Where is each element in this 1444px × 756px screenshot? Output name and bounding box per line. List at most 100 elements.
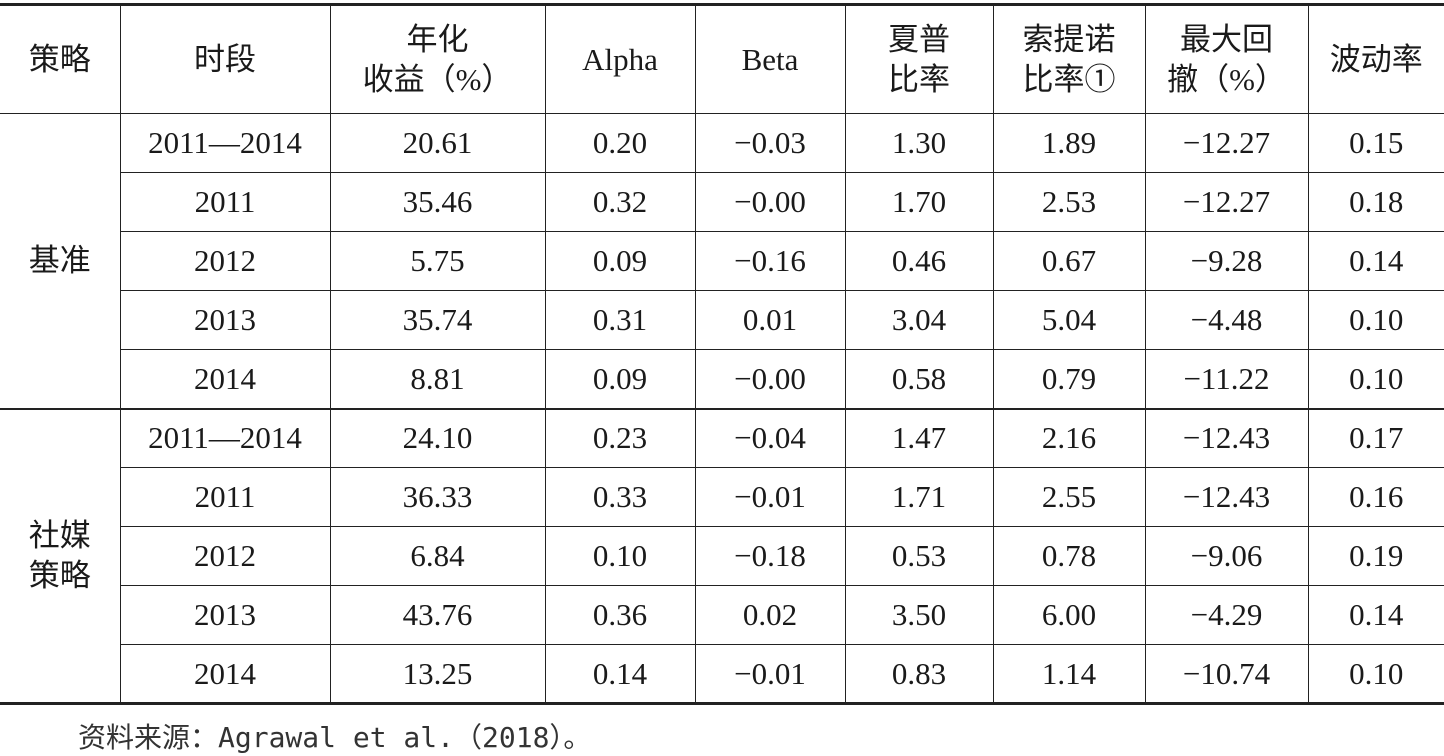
table-cell: −0.01	[694, 644, 846, 704]
table-row: 2013 43.76 0.36 0.02 3.50 6.00 −4.29 0.14	[0, 585, 1444, 645]
table-cell: 0.53	[844, 526, 994, 586]
table-cell: 0.14	[1307, 231, 1444, 291]
table-cell: 0.18	[1307, 172, 1444, 232]
table-cell: 1.70	[844, 172, 994, 232]
table-row: 社媒 策略 2011—2014 24.10 0.23 −0.04 1.47 2.16 −12.…	[0, 408, 1444, 704]
table-row: 2014 8.81 0.09 −0.00 0.58 0.79 −11.22 0.10	[0, 349, 1444, 409]
table-cell: 0.01	[694, 290, 846, 350]
table-cell: −9.28	[1144, 231, 1309, 291]
header-cell: 策略	[0, 4, 121, 114]
table-cell: 6.00	[992, 585, 1146, 645]
table-cell: 0.32	[544, 172, 696, 232]
group-label: 基准	[0, 113, 121, 409]
header-cell: 波动率	[1307, 4, 1444, 114]
table-cell: −0.01	[694, 467, 846, 527]
table-cell: 0.14	[544, 644, 696, 704]
table-cell: 2013	[120, 585, 331, 645]
table-row: 2012 6.84 0.10 −0.18 0.53 0.78 −9.06 0.19	[0, 526, 1444, 586]
table-cell: 20.61	[329, 113, 546, 173]
table-row: 2012 5.75 0.09 −0.16 0.46 0.67 −9.28 0.14	[0, 231, 1444, 291]
table-cell: 1.71	[844, 467, 994, 527]
table-cell: −0.03	[694, 113, 846, 173]
table-cell: −11.22	[1144, 349, 1309, 409]
header-row: 策略 时段 年化 收益（%） Alpha Beta 夏普 比率 索提诺 比率① 最大回 撤（%…	[0, 4, 1444, 114]
table-cell: 2.55	[992, 467, 1146, 527]
table-cell: 0.79	[992, 349, 1146, 409]
table-cell: 0.36	[544, 585, 696, 645]
table-cell: 0.17	[1307, 408, 1444, 468]
table-cell: 0.46	[844, 231, 994, 291]
table-cell: 0.16	[1307, 467, 1444, 527]
table-body: 基准 2011—2014 20.61 0.20 −0.03 1.30 1.89 −12.27 0…	[0, 113, 1444, 704]
table-cell: 0.15	[1307, 113, 1444, 173]
table-cell: −12.43	[1144, 408, 1309, 468]
table-cell: −4.29	[1144, 585, 1309, 645]
table-cell: 3.50	[844, 585, 994, 645]
table-cell: 2011	[120, 172, 331, 232]
table-row: 2011 35.46 0.32 −0.00 1.70 2.53 −12.27 0.18	[0, 172, 1444, 232]
table-cell: −0.00	[694, 349, 846, 409]
table-cell: 2011—2014	[119, 113, 331, 173]
table-cell: 35.74	[329, 290, 546, 350]
table-cell: 2012	[120, 231, 331, 291]
table-cell: 1.14	[992, 644, 1146, 704]
header-cell: Alpha	[544, 4, 696, 114]
table-cell: 5.75	[329, 231, 546, 291]
table-cell: 0.58	[844, 349, 994, 409]
table-cell: 0.14	[1307, 585, 1444, 645]
table-cell: −10.74	[1144, 644, 1309, 704]
table-cell: −0.00	[694, 172, 846, 232]
table-cell: −9.06	[1144, 526, 1309, 586]
table-cell: 0.20	[544, 113, 696, 173]
table-cell: 2014	[120, 349, 331, 409]
header-cell: 年化 收益（%）	[329, 4, 546, 114]
header-cell: 夏普 比率	[844, 4, 994, 114]
table-cell: −0.18	[694, 526, 846, 586]
table-cell: 1.89	[992, 113, 1146, 173]
table-cell: 2011	[120, 467, 331, 527]
table-cell: 0.33	[544, 467, 696, 527]
table-cell: 3.04	[844, 290, 994, 350]
table-cell: 0.10	[544, 526, 696, 586]
table-cell: 0.67	[992, 231, 1146, 291]
table-cell: 2012	[120, 526, 331, 586]
results-table: 策略 时段 年化 收益（%） Alpha Beta 夏普 比率 索提诺 比率① 最大回 撤（%…	[0, 3, 1444, 705]
table-cell: 0.10	[1307, 349, 1444, 409]
header-cell: 时段	[119, 4, 331, 114]
table-cell: −0.04	[694, 408, 846, 468]
table-cell: 2013	[120, 290, 331, 350]
table-cell: 43.76	[329, 585, 546, 645]
header-cell: Beta	[694, 4, 846, 114]
header-cell: 最大回 撤（%）	[1144, 4, 1309, 114]
group-label: 社媒 策略	[0, 408, 121, 704]
table-cell: 0.31	[544, 290, 696, 350]
table-cell: 0.83	[844, 644, 994, 704]
table-cell: 1.47	[844, 408, 994, 468]
table-cell: 0.23	[544, 408, 696, 468]
table-cell: 0.09	[544, 231, 696, 291]
table-cell: −12.27	[1144, 172, 1309, 232]
table-cell: 0.10	[1307, 644, 1444, 704]
table-cell: 2014	[120, 644, 331, 704]
table-cell: 13.25	[329, 644, 546, 704]
table-cell: 5.04	[992, 290, 1146, 350]
source-note: 资料来源：Agrawal et al.（2018）。	[78, 721, 592, 754]
table-header: 策略 时段 年化 收益（%） Alpha Beta 夏普 比率 索提诺 比率① 最大回 撤（%…	[0, 4, 1444, 114]
table-row: 2013 35.74 0.31 0.01 3.04 5.04 −4.48 0.10	[0, 290, 1444, 350]
table-cell: 1.30	[844, 113, 994, 173]
table-row: 2011 36.33 0.33 −0.01 1.71 2.55 −12.43 0.16	[0, 467, 1444, 527]
table-cell: 0.19	[1307, 526, 1444, 586]
table-cell: 0.02	[694, 585, 846, 645]
header-cell: 索提诺 比率①	[992, 4, 1146, 114]
table-cell: 6.84	[329, 526, 546, 586]
table-cell: 0.09	[544, 349, 696, 409]
table-cell: 2011—2014	[119, 408, 331, 468]
table-cell: −4.48	[1144, 290, 1309, 350]
table-cell: 8.81	[329, 349, 546, 409]
table-cell: −0.16	[694, 231, 846, 291]
table-cell: 24.10	[329, 408, 546, 468]
table-cell: 0.78	[992, 526, 1146, 586]
table-row: 2014 13.25 0.14 −0.01 0.83 1.14 −10.74 0.10	[0, 644, 1444, 704]
table-cell: 2.16	[992, 408, 1146, 468]
table-cell: 36.33	[329, 467, 546, 527]
